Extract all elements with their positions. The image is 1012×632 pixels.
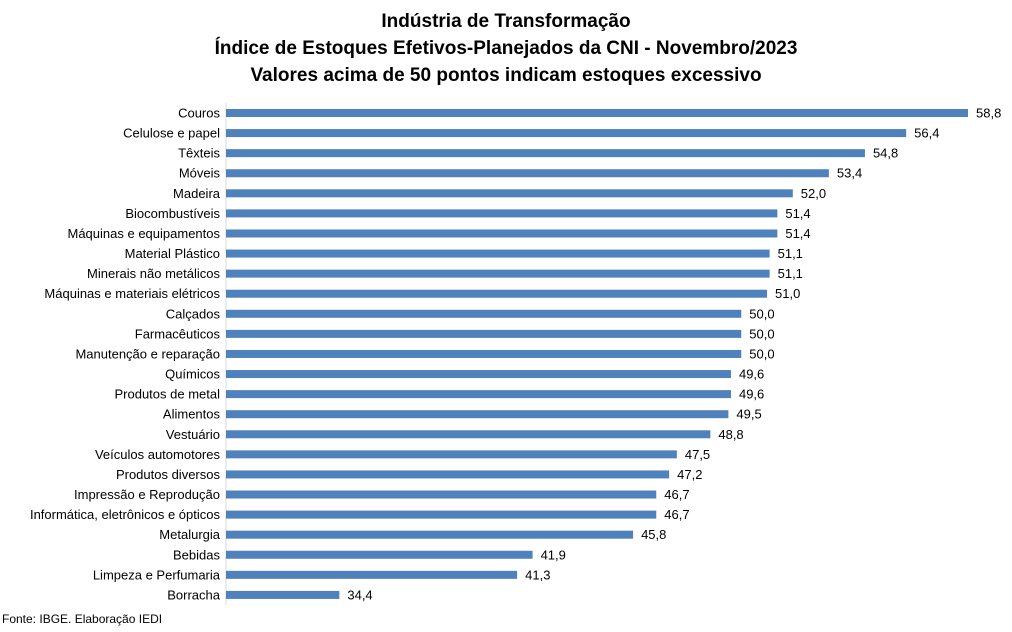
bar [226, 349, 742, 358]
bar [226, 510, 657, 519]
bar [226, 430, 711, 439]
data-label: 41,9 [541, 547, 566, 562]
category-label: Vestuário [166, 427, 220, 442]
data-label: 50,0 [749, 346, 774, 361]
bar [226, 189, 793, 198]
data-label: 49,6 [739, 387, 764, 402]
data-label: 41,3 [525, 567, 550, 582]
category-label: Químicos [165, 367, 220, 382]
bar [226, 370, 731, 379]
category-label: Minerais não metálicos [87, 266, 220, 281]
title-line-2: Índice de Estoques Efetivos-Planejados d… [214, 38, 798, 59]
data-label: 51,1 [778, 266, 803, 281]
data-label: 47,5 [685, 447, 710, 462]
bar [226, 249, 770, 258]
data-label: 34,4 [347, 587, 372, 602]
bar [226, 109, 968, 117]
category-label: Veículos automotores [95, 447, 221, 462]
data-label: 50,0 [749, 306, 774, 321]
data-label: 56,4 [914, 126, 939, 141]
data-label: 49,5 [736, 407, 761, 422]
category-label: Bebidas [173, 547, 220, 562]
data-label: 58,8 [976, 106, 1001, 121]
bar [226, 209, 778, 218]
data-label: 53,4 [837, 166, 862, 181]
title-line-1: Indústria de Transformação [381, 11, 631, 32]
category-label: Impressão e Reprodução [74, 487, 220, 502]
category-label: Madeira [173, 186, 221, 201]
category-label: Limpeza e Perfumaria [93, 567, 221, 582]
data-label: 51,4 [785, 206, 810, 221]
data-label: 46,7 [664, 487, 689, 502]
data-label: 51,0 [775, 286, 800, 301]
bar [226, 309, 742, 318]
bar [226, 490, 657, 499]
bar [226, 550, 533, 559]
category-label: Têxteis [178, 146, 220, 161]
chart-title: Indústria de Transformação Índice de Est… [0, 8, 1012, 89]
data-label: 51,4 [785, 226, 810, 241]
category-label: Máquinas e equipamentos [68, 226, 221, 241]
bar [226, 129, 907, 138]
bar [226, 269, 770, 278]
category-label: Informática, eletrônicos e ópticos [30, 507, 221, 522]
data-label: 48,8 [718, 427, 743, 442]
bar [226, 410, 729, 419]
data-label: 49,6 [739, 367, 764, 382]
data-label: 52,0 [801, 186, 826, 201]
category-label: Máquinas e materiais elétricos [44, 286, 220, 301]
category-label: Couros [178, 106, 220, 121]
category-label: Produtos de metal [114, 387, 220, 402]
title-line-3: Valores acima de 50 pontos indicam estoq… [250, 65, 762, 86]
category-label: Calçados [166, 306, 221, 321]
data-label: 46,7 [664, 507, 689, 522]
category-label: Produtos diversos [116, 467, 221, 482]
category-label: Móveis [179, 166, 221, 181]
bar [226, 229, 778, 238]
category-label: Metalurgia [159, 527, 220, 542]
category-label: Alimentos [163, 407, 221, 422]
data-label: 45,8 [641, 527, 666, 542]
category-label: Celulose e papel [123, 126, 220, 141]
bar [226, 530, 634, 539]
bar [226, 149, 865, 158]
category-label: Material Plástico [125, 246, 220, 261]
category-label: Borracha [167, 587, 221, 602]
bar [226, 450, 677, 459]
category-label: Farmacêuticos [135, 326, 221, 341]
source-note: Fonte: IBGE. Elaboração IEDI [2, 612, 163, 626]
data-label: 50,0 [749, 326, 774, 341]
bar [226, 169, 829, 178]
data-label: 54,8 [873, 146, 898, 161]
bar [226, 390, 731, 399]
data-label: 51,1 [778, 246, 803, 261]
data-label: 47,2 [677, 467, 702, 482]
bar [226, 590, 340, 599]
bar [226, 289, 768, 298]
bar [226, 470, 670, 479]
category-label: Biocombustíveis [125, 206, 220, 221]
category-label: Manutenção e reparação [75, 346, 220, 361]
bar [226, 570, 518, 579]
bar [226, 329, 742, 338]
